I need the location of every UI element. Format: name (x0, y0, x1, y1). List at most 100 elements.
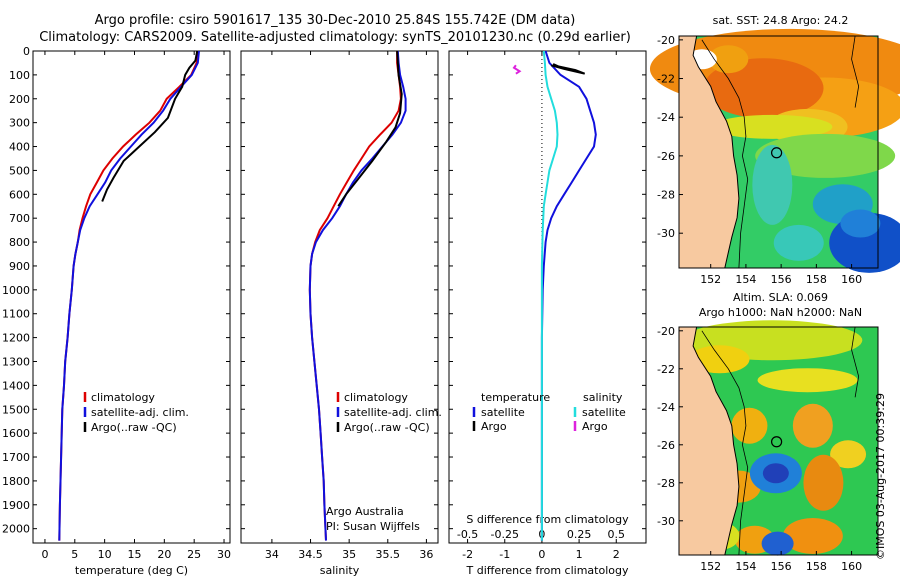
temp-ytick-label: 100 (9, 69, 30, 82)
temp-ytick-label: 1000 (2, 284, 30, 297)
sst-xtick-label: 152 (700, 273, 721, 286)
temp-legend-label: satellite-adj. clim. (91, 406, 189, 419)
sst-ytick-label: -20 (657, 34, 675, 47)
sst-xtick-label: 154 (735, 273, 756, 286)
temp-ytick-label: 0 (23, 45, 30, 58)
temp-ytick-label: 500 (9, 164, 30, 177)
sst-xtick-label: 160 (841, 273, 862, 286)
temp-ytick-label: 400 (9, 141, 30, 154)
sla-ytick-label: -26 (657, 439, 675, 452)
sla-ytick-label: -28 (657, 477, 675, 490)
sal-legend-label: Argo(..raw -QC) (344, 421, 430, 434)
diff-s-tick-label: -0.25 (491, 528, 519, 541)
sst-land-australia (678, 35, 740, 269)
figure-title-line2: Climatology: CARS2009. Satellite-adjuste… (39, 30, 631, 45)
temp-ytick-label: 300 (9, 117, 30, 130)
diff-xtick-label: 2 (613, 548, 620, 561)
temp-ytick-label: 1500 (2, 403, 30, 416)
temp-legend-label: Argo(..raw -QC) (91, 421, 177, 434)
sst-field-patch (752, 144, 793, 225)
sst-xtick-label: 158 (806, 273, 827, 286)
temp-xtick-label: 10 (98, 548, 112, 561)
sla-argo-position-marker (770, 436, 783, 448)
temp-xtick-label: 30 (217, 548, 231, 561)
temp-ytick-label: 2000 (2, 523, 30, 536)
sla-field-patch (757, 368, 858, 393)
diff-legend-s-label: satellite (582, 406, 626, 419)
sst-ytick-label: -24 (657, 111, 675, 124)
sal-legend-label: satellite-adj. clim. (344, 406, 442, 419)
diff-legend-temperature-heading: temperature (481, 391, 550, 404)
sst-argo-position-marker (770, 147, 783, 159)
sst-field-patch (708, 45, 749, 74)
temp-ytick-label: 1300 (2, 355, 30, 368)
diff-s-xlabel: S difference from climatology (466, 513, 629, 526)
temp-xtick-label: 0 (41, 548, 48, 561)
sla-xtick-label: 152 (700, 560, 721, 573)
diff-xtick-label: -2 (462, 548, 473, 561)
temp-ytick-label: 200 (9, 93, 30, 106)
temp-ytick-label: 700 (9, 212, 30, 225)
temp-ytick-label: 600 (9, 188, 30, 201)
temp-xtick-label: 20 (157, 548, 171, 561)
sla-land-australia (678, 326, 740, 556)
temp-xlabel: temperature (deg C) (75, 564, 188, 577)
sal-series-satellite-adj-clim- (308, 50, 407, 541)
diff-xtick-label: 1 (576, 548, 583, 561)
diff-series-s-satellite (540, 50, 559, 541)
sst-field-patch (703, 58, 824, 119)
sla-field-patch (792, 403, 833, 448)
sla-field-patch (761, 531, 794, 556)
diff-legend-salinity-heading: salinity (583, 391, 623, 404)
temp-ytick-label: 1100 (2, 308, 30, 321)
diff-s-tick-label: 0.5 (608, 528, 626, 541)
temp-legend-label: climatology (91, 391, 155, 404)
sst-ytick-label: -22 (657, 73, 675, 86)
temp-series-satellite-adj-clim- (58, 50, 200, 541)
sla-ytick-label: -24 (657, 401, 675, 414)
sla-field-patch (762, 463, 789, 484)
sla-ytick-label: -22 (657, 363, 675, 376)
temp-ytick-label: 1900 (2, 499, 30, 512)
diff-s-tick-label: -0.5 (457, 528, 478, 541)
sst-ytick-label: -28 (657, 189, 675, 202)
temp-xtick-label: 15 (127, 548, 141, 561)
sst-map-title: sat. SST: 24.8 Argo: 24.2 (712, 14, 849, 27)
diff-s-tick-label: 0.25 (567, 528, 592, 541)
sla-xtick-label: 154 (735, 560, 756, 573)
sal-xtick-label: 34 (265, 548, 279, 561)
temp-axes-box (32, 50, 231, 544)
figure-title-line1: Argo profile: csiro 5901617_135 30-Dec-2… (94, 13, 576, 28)
sal-annotation-line1: Argo Australia (326, 505, 404, 518)
sla-xtick-label: 156 (771, 560, 792, 573)
temp-ytick-label: 800 (9, 236, 30, 249)
sla-ytick-label: -20 (657, 325, 675, 338)
sla-field-patch (731, 407, 768, 444)
diff-series-t-argo (550, 63, 586, 75)
sla-contour-east (851, 326, 860, 398)
temp-ytick-label: 1400 (2, 379, 30, 392)
sla-field-patch (782, 518, 843, 554)
sst-field-patch (840, 209, 881, 238)
sst-contour-east (851, 35, 860, 108)
sst-xtick-label: 156 (771, 273, 792, 286)
sal-xtick-label: 36 (419, 548, 433, 561)
temp-ytick-label: 900 (9, 260, 30, 273)
sla-xtick-label: 158 (806, 560, 827, 573)
sal-series-argo (337, 50, 403, 207)
diff-xlabel: T difference from climatology (466, 564, 629, 577)
diff-axes-box (448, 50, 647, 544)
sst-shelf-contour (701, 39, 749, 269)
temp-series-argo (101, 50, 199, 202)
sla-field-patch (830, 440, 867, 469)
diff-legend-t-label: satellite (481, 406, 525, 419)
sal-legend-label: climatology (344, 391, 408, 404)
sal-xtick-label: 34.5 (298, 548, 323, 561)
sal-annotation-line2: PI: Susan Wijffels (326, 520, 420, 533)
diff-series-s-argo (512, 64, 522, 75)
credit-text: ©IMOS 03-Aug-2017 00:39:29 (874, 393, 887, 560)
sla-ytick-label: -30 (657, 515, 675, 528)
diff-xtick-label: -1 (499, 548, 510, 561)
temp-xtick-label: 5 (71, 548, 78, 561)
